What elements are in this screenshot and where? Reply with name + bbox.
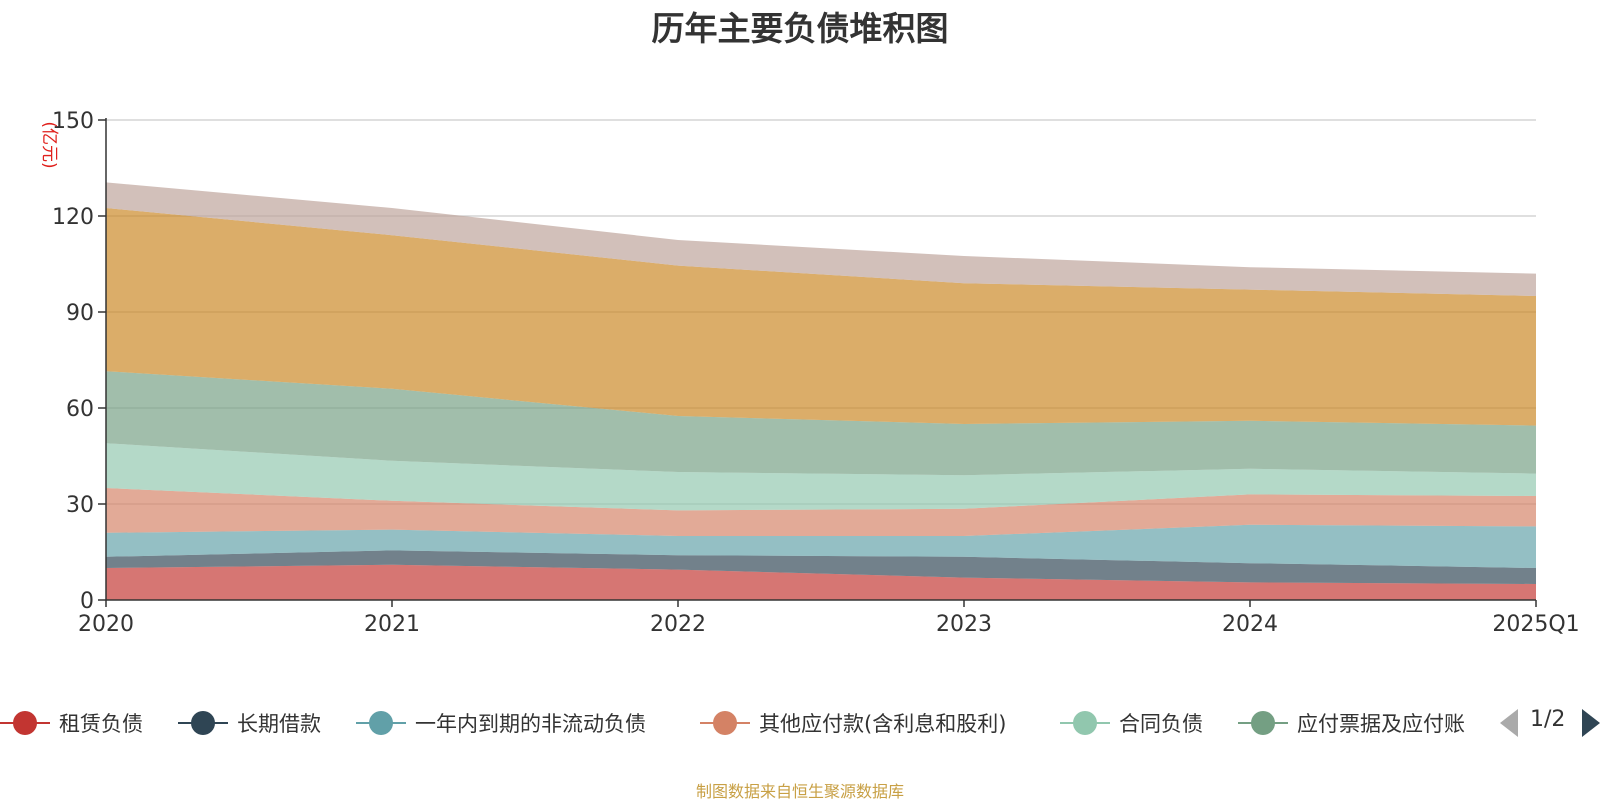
legend-swatch-icon bbox=[1060, 708, 1110, 738]
chevron-right-icon[interactable] bbox=[1582, 709, 1600, 737]
legend-label: 一年内到期的非流动负债 bbox=[415, 712, 646, 736]
legend-item-long-term-loans[interactable]: 长期借款 bbox=[178, 705, 321, 741]
y-tick-label: 150 bbox=[52, 109, 94, 134]
y-axis-label: (亿元) bbox=[39, 121, 59, 168]
legend: 租赁负债 长期借款 一年内到期的非流动负债 其他应付款(含利息和股利) 合同负债… bbox=[0, 705, 1600, 741]
x-tick-label: 2022 bbox=[650, 612, 706, 637]
legend-item-notes-accounts-payable[interactable]: 应付票据及应付账 bbox=[1238, 705, 1465, 741]
y-tick-label: 60 bbox=[66, 397, 94, 422]
y-tick-label: 0 bbox=[80, 589, 94, 614]
area-series-1[interactable] bbox=[106, 550, 1536, 584]
area-series-0[interactable] bbox=[106, 564, 1536, 600]
legend-label: 应付票据及应付账 bbox=[1297, 712, 1465, 736]
source-note: 制图数据来自恒生聚源数据库 bbox=[695, 782, 904, 801]
x-tick-label: 2020 bbox=[78, 612, 134, 637]
legend-page-indicator: 1/2 bbox=[1530, 707, 1566, 732]
legend-swatch-icon bbox=[700, 708, 750, 738]
area-series-5[interactable] bbox=[106, 371, 1536, 476]
x-tick-label: 2025Q1 bbox=[1492, 612, 1579, 637]
legend-item-current-noncurrent-liabilities[interactable]: 一年内到期的非流动负债 bbox=[356, 705, 646, 741]
x-tick-label: 2023 bbox=[936, 612, 992, 637]
chevron-left-icon[interactable] bbox=[1500, 709, 1518, 737]
legend-label: 租赁负债 bbox=[59, 712, 143, 736]
y-tick-label: 90 bbox=[66, 301, 94, 326]
area-series-3[interactable] bbox=[106, 488, 1536, 536]
legend-swatch-icon bbox=[356, 708, 406, 738]
y-tick-label: 30 bbox=[66, 493, 94, 518]
y-tick-label: 120 bbox=[52, 205, 94, 230]
legend-label: 合同负债 bbox=[1119, 712, 1203, 736]
legend-item-other-payables[interactable]: 其他应付款(含利息和股利) bbox=[700, 705, 1006, 741]
x-tick-label: 2024 bbox=[1222, 612, 1278, 637]
area-series-2[interactable] bbox=[106, 524, 1536, 568]
legend-item-lease-liabilities[interactable]: 租赁负债 bbox=[0, 705, 143, 741]
legend-swatch-icon bbox=[178, 708, 228, 738]
legend-swatch-icon bbox=[0, 708, 50, 738]
chart-title: 历年主要负债堆积图 bbox=[651, 9, 949, 48]
legend-swatch-icon bbox=[1238, 708, 1288, 738]
area-series-6[interactable] bbox=[106, 208, 1536, 426]
legend-item-contract-liabilities[interactable]: 合同负债 bbox=[1060, 705, 1203, 741]
legend-label: 长期借款 bbox=[237, 712, 321, 736]
area-series-4[interactable] bbox=[106, 443, 1536, 511]
legend-pager: 1/2 bbox=[1500, 705, 1600, 741]
x-tick-label: 2021 bbox=[364, 612, 420, 637]
legend-label: 其他应付款(含利息和股利) bbox=[759, 712, 1007, 736]
axes: 0 30 60 90 120 150 2020 2021 2022 2023 2024 2025Q1 bbox=[52, 109, 1580, 637]
area-series bbox=[106, 182, 1536, 600]
area-series-7[interactable] bbox=[106, 182, 1536, 296]
